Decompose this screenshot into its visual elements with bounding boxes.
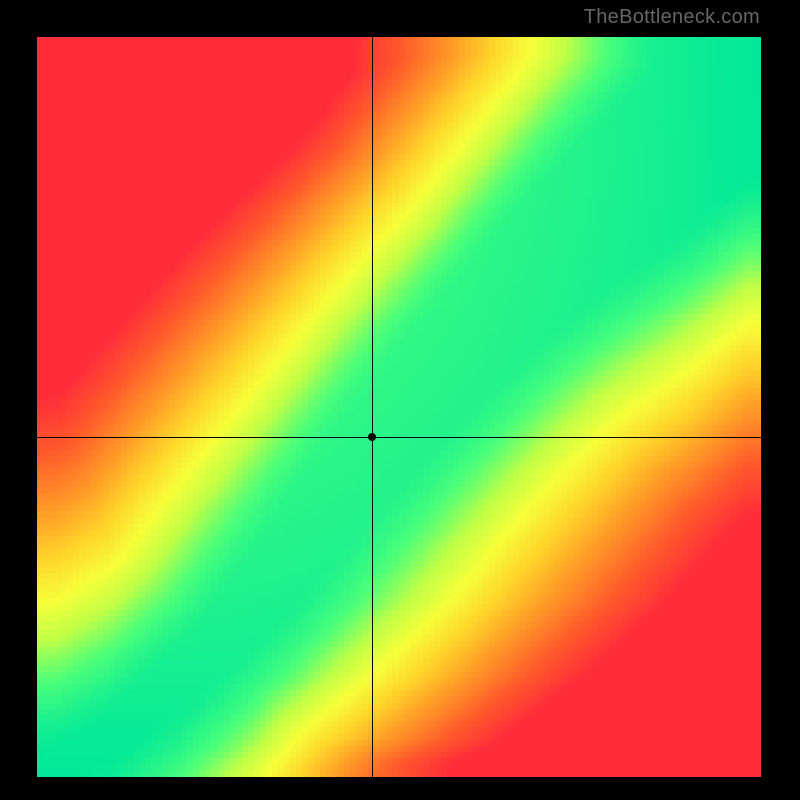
crosshair-marker (368, 433, 376, 441)
watermark-text: TheBottleneck.com (584, 6, 760, 29)
crosshair-horizontal (37, 437, 761, 438)
crosshair-vertical (372, 37, 373, 777)
bottleneck-heatmap (37, 37, 761, 777)
